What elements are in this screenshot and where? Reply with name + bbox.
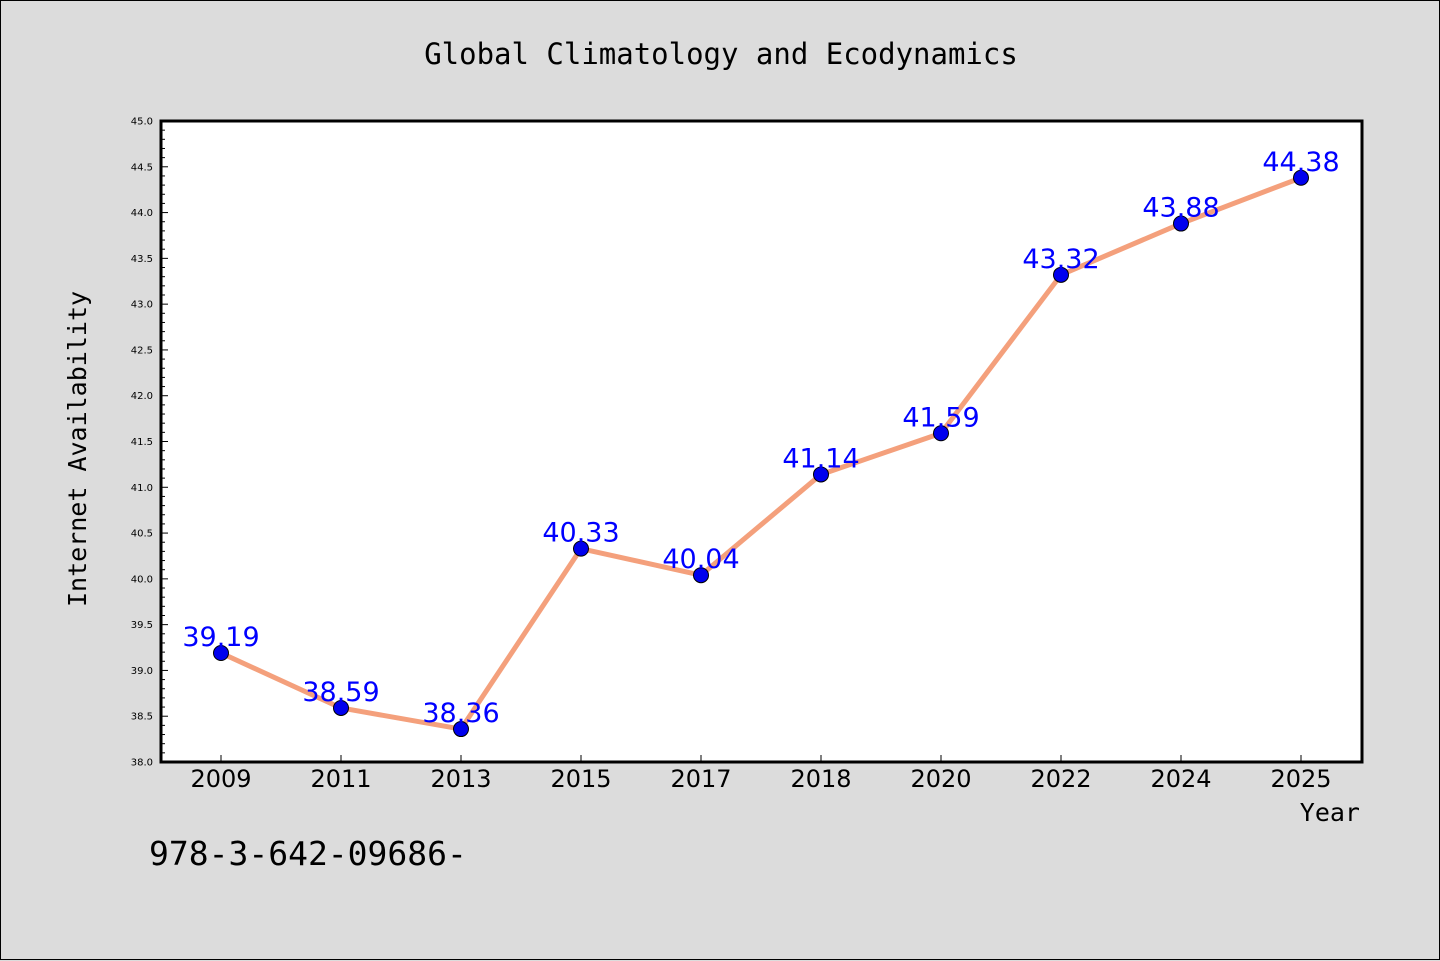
y-tick-label: 42.5 (131, 345, 153, 356)
data-label: 41.59 (902, 402, 979, 433)
plot-frame (159, 119, 1364, 764)
y-tick-label: 42.0 (131, 391, 153, 402)
data-label: 44.38 (1262, 147, 1339, 178)
x-tick-label: 2017 (670, 765, 731, 793)
data-point-marker (1173, 215, 1189, 232)
x-axis: 2009 2011 2013 2015 2017 2018 2020 2022 2024 2025 (190, 755, 1332, 793)
y-axis-label: Internet Availability (63, 291, 92, 607)
y-tick-label: 43.5 (131, 254, 153, 265)
y-tick-label: 38.5 (131, 712, 153, 723)
x-axis-label: Year (1300, 798, 1360, 827)
x-tick-label: 2024 (1150, 765, 1211, 793)
y-tick-label: 41.0 (131, 483, 153, 494)
y-tick-label: 40.5 (131, 529, 153, 540)
data-markers (213, 169, 1309, 738)
x-tick-label: 2009 (190, 765, 251, 793)
x-tick-label: 2022 (1030, 765, 1091, 793)
y-tick-label: 39.5 (131, 620, 153, 631)
y-tick-label: 41.5 (131, 437, 153, 448)
x-tick-label: 2015 (550, 765, 611, 793)
data-label: 43.32 (1022, 244, 1099, 275)
x-tick-label: 2020 (910, 765, 971, 793)
data-point-marker (1293, 169, 1309, 186)
x-tick-label: 2018 (790, 765, 851, 793)
data-label: 38.36 (422, 698, 499, 729)
data-label: 38.59 (302, 677, 379, 708)
chart-title: Global Climatology and Ecodynamics (424, 37, 1018, 71)
x-tick-label: 2013 (430, 765, 491, 793)
x-tick-label: 2011 (310, 765, 371, 793)
data-point-marker (1053, 266, 1069, 283)
data-point-marker (333, 699, 349, 716)
data-label: 43.88 (1142, 193, 1219, 224)
footer-text: 978-3-642-09686- (149, 834, 467, 873)
data-point-marker (573, 540, 589, 557)
series-line (218, 175, 1304, 732)
data-point-marker (933, 425, 949, 442)
y-tick-label: 45.0 (131, 117, 153, 128)
x-tick-label: 2025 (1270, 765, 1331, 793)
data-label: 40.04 (662, 544, 739, 575)
data-point-marker (813, 466, 829, 483)
data-label: 41.14 (782, 443, 859, 474)
y-tick-label: 40.0 (131, 574, 153, 585)
y-tick-label: 44.5 (131, 162, 153, 173)
y-tick-label: 43.0 (131, 300, 153, 311)
y-tick-label: 38.0 (131, 758, 153, 769)
y-tick-label: 39.0 (131, 666, 153, 677)
data-point-marker (693, 567, 709, 584)
data-label: 39.19 (182, 622, 259, 653)
plot-area (161, 121, 1362, 762)
data-point-marker (213, 645, 229, 662)
data-point-marker (453, 721, 469, 738)
data-labels: 39.19 38.59 38.36 40.33 40.04 41.14 41.59 43.32… (182, 147, 1339, 729)
data-label: 40.33 (542, 518, 619, 549)
y-tick-label: 44.0 (131, 208, 153, 219)
